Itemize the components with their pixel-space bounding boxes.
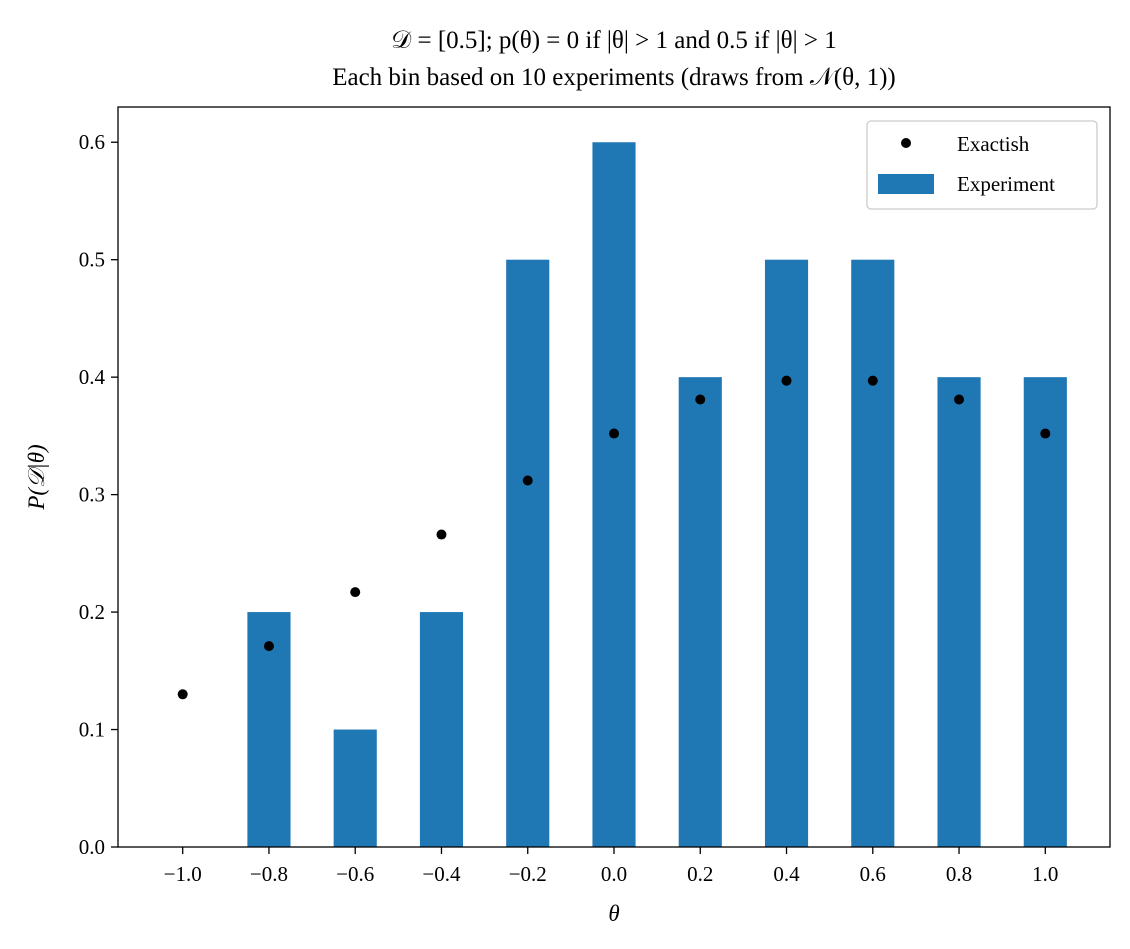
experiment-bar bbox=[851, 259, 895, 847]
experiment-bar bbox=[506, 259, 550, 847]
experiment-bar bbox=[678, 377, 722, 847]
experiment-bars bbox=[247, 142, 1067, 847]
y-tick-label: 0.1 bbox=[79, 718, 105, 742]
exactish-point bbox=[695, 394, 706, 405]
experiment-bar bbox=[937, 377, 981, 847]
exactish-point bbox=[436, 529, 447, 540]
exactish-point bbox=[177, 689, 188, 700]
experiment-bar bbox=[764, 259, 809, 847]
x-tick-label: 0.8 bbox=[946, 862, 972, 886]
y-tick-label: 0.6 bbox=[79, 130, 105, 154]
y-tick-label: 0.4 bbox=[79, 365, 106, 389]
x-tick-label: −0.6 bbox=[336, 862, 374, 886]
chart-title: 𝒟 = [0.5]; p(θ) = 0 if |θ| > 1 and 0.5 i… bbox=[391, 27, 836, 54]
x-tick-label: −0.2 bbox=[509, 862, 547, 886]
exactish-point bbox=[350, 587, 361, 598]
x-tick-label: 1.0 bbox=[1032, 862, 1058, 886]
exactish-point bbox=[781, 375, 792, 386]
x-tick-label: −1.0 bbox=[164, 862, 202, 886]
experiment-bar bbox=[333, 729, 377, 847]
legend-experiment-label: Experiment bbox=[957, 172, 1055, 196]
x-tick-label: −0.4 bbox=[422, 862, 461, 886]
x-tick-label: 0.2 bbox=[687, 862, 713, 886]
y-tick-label: 0.5 bbox=[79, 248, 105, 272]
x-tick-label: 0.0 bbox=[601, 862, 627, 886]
y-axis-label: P(𝒟|θ) bbox=[24, 444, 49, 510]
y-axis-ticks: 0.0 0.1 0.2 0.3 0.4 0.5 0.6 bbox=[79, 130, 118, 859]
exactish-point bbox=[609, 428, 619, 439]
experiment-bar bbox=[247, 612, 291, 847]
x-tick-label: 0.4 bbox=[773, 862, 800, 886]
x-tick-label: −0.8 bbox=[250, 862, 288, 886]
exactish-points bbox=[177, 375, 1051, 700]
experiment-bar bbox=[592, 142, 636, 847]
y-tick-label: 0.2 bbox=[79, 600, 105, 624]
exactish-point bbox=[263, 641, 274, 652]
y-tick-label: 0.0 bbox=[79, 835, 105, 859]
chart-subtitle: Each bin based on 10 experiments (draws … bbox=[332, 64, 896, 91]
exactish-point bbox=[867, 375, 878, 386]
exactish-point bbox=[522, 475, 533, 486]
y-tick-label: 0.3 bbox=[79, 483, 105, 507]
legend-exactish-label: Exactish bbox=[957, 132, 1030, 156]
exactish-point bbox=[1040, 428, 1051, 439]
legend-experiment-swatch bbox=[878, 174, 934, 194]
experiment-bar bbox=[1023, 377, 1067, 847]
x-axis-label: θ bbox=[608, 901, 619, 926]
x-tick-label: 0.6 bbox=[860, 862, 886, 886]
legend: Exactish Experiment bbox=[866, 120, 1098, 210]
legend-exactish-marker bbox=[901, 138, 911, 148]
experiment-bar bbox=[419, 612, 464, 847]
x-axis-ticks: −1.0 −0.8 −0.6 −0.4 −0.2 0.0 0.2 0.4 0.6 0.8 1.0 bbox=[164, 847, 1058, 886]
exactish-point bbox=[954, 394, 965, 405]
